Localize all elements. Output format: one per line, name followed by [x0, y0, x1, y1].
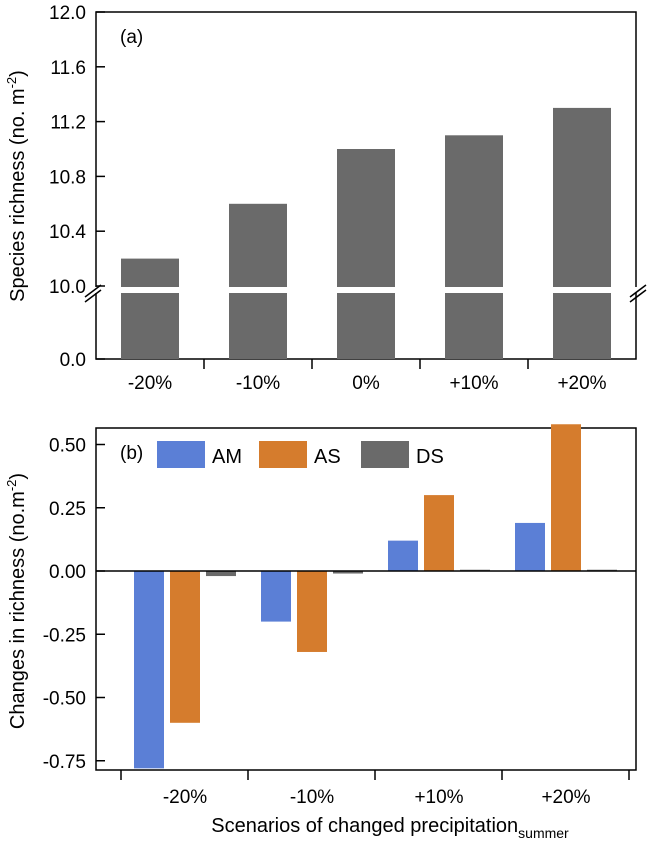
panel-a-x-tick-label: -20% [128, 373, 172, 394]
panel-b-label: (b) [120, 443, 143, 464]
panel-b-legend-swatch-AS [259, 441, 307, 468]
panel-b-legend-label-AS: AS [314, 446, 341, 468]
panel-b-y-tick-label: -0.25 [43, 625, 86, 646]
panel-b-y-axis-title-exponent: -2 [4, 480, 19, 492]
panel-a-label: (a) [120, 27, 143, 48]
panel-a-y-axis-title-exponent: -2 [4, 77, 19, 89]
panel-b-x-tick-label: -20% [163, 787, 207, 808]
panel-a-y-tick-label: 11.2 [50, 113, 86, 134]
panel-b-y-tick-label: -0.75 [43, 752, 86, 773]
panel-b-x-axis-title: Scenarios of changed precipitationsummer [211, 815, 569, 841]
panel-b-legend-label-AM: AM [212, 446, 242, 468]
panel-a-y-tick-label: 11.6 [50, 58, 86, 79]
panel-b-bar-AM--20% [134, 571, 164, 769]
panel-a-bar--20% [121, 258, 179, 359]
panel-b-bar-AS-+10% [424, 495, 454, 571]
panel-b-y-axis-title: Changes in richness (no.m-2) [4, 473, 29, 729]
panel-a-y-tick-label: 12.0 [49, 3, 86, 24]
panel-b-x-axis-title-subscript: summer [518, 825, 569, 841]
panel-a-bar--10% [229, 203, 287, 359]
panel-a-break-mark-left-2 [84, 289, 102, 303]
panel-b-x-tick-label: +10% [414, 787, 463, 808]
panel-b-bar-DS--20% [206, 571, 236, 577]
panel-b-bar-AM-+20% [515, 522, 545, 571]
panel-a-x-tick-label: +20% [557, 373, 606, 394]
panel-b-plot-frame [95, 427, 637, 771]
panel-a-y-axis-title: Species richness (no. m-2) [4, 70, 29, 302]
panel-a-x-tick-label: -10% [236, 373, 280, 394]
panel-a-bars [121, 107, 611, 360]
panel-a-y-tick-label: 10.8 [49, 167, 86, 188]
panel-b-legend-swatch-DS [361, 441, 409, 468]
panel-b-bar-DS--10% [333, 571, 363, 574]
panel-a-species-richness: -20% -10% 0% +10% +20% 10.0 10.4 10.8 11.2 11.6 12… [4, 3, 647, 394]
panel-a-y-tick-label: 10.0 [49, 277, 86, 298]
panel-b-bar-AM-+10% [388, 540, 418, 571]
panel-b-richness-changes: -20% -10% +10% +20% 0.50 0.25 0.00 -0.25 -0.50 -0… [4, 424, 637, 841]
panel-a-x-tick-label: 0% [352, 373, 380, 394]
panel-a-bar-+20% [553, 107, 611, 360]
panel-b-y-tick-label: 0.50 [49, 436, 86, 457]
panel-b-x-tick-label: -10% [290, 787, 334, 808]
panel-b-bar-AS--20% [170, 571, 200, 723]
panel-a-y-tick-label: 0.0 [60, 350, 86, 371]
panel-b-legend-swatch-AM [157, 441, 205, 468]
panel-a-x-tick-label: +10% [449, 373, 498, 394]
panel-b-bar-AS--10% [297, 571, 327, 652]
panel-b-axis: -20% -10% +10% +20% 0.50 0.25 0.00 -0.25 -0.50 -0… [43, 436, 636, 808]
panel-b-legend-label-DS: DS [416, 446, 444, 468]
panel-b-y-tick-label: 0.25 [49, 499, 86, 520]
panel-a-bar-+10% [445, 135, 503, 359]
panel-a-break-mark-left-1 [84, 284, 102, 298]
panel-b-bars [134, 424, 617, 769]
panel-b-legend: AM AS DS [157, 441, 444, 468]
panel-a-bar-0% [337, 149, 395, 359]
panel-b-bar-AM--10% [261, 571, 291, 622]
panel-b-x-tick-label: +20% [541, 787, 590, 808]
panel-a-break-mark-right-2 [629, 289, 647, 303]
panel-a-break-mark-right-1 [629, 284, 647, 298]
panel-b-bar-AS-+20% [551, 424, 581, 571]
panel-a-axis-break-gap [88, 287, 644, 293]
panel-a-y-tick-label: 10.4 [49, 222, 86, 243]
panel-a-axis: -20% -10% 0% +10% +20% 10.0 10.4 10.8 11.2 11.6 12… [49, 3, 647, 394]
panel-b-y-tick-label: 0.00 [49, 562, 86, 583]
panel-b-y-tick-label: -0.50 [43, 689, 86, 710]
